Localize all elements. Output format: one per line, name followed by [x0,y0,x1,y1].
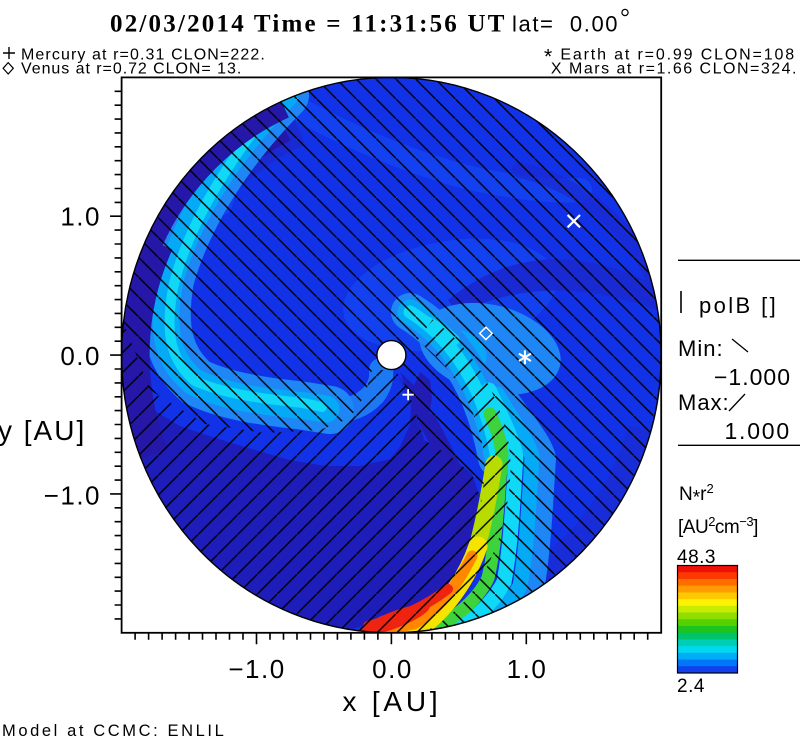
svg-text:Venus at r=0.72 CLON= 13.: Venus at r=0.72 CLON= 13. [21,61,242,78]
svg-text:X Mars at r=1.66 CLON=324.: X Mars at r=1.66 CLON=324. [551,61,798,78]
svg-text:x [AU]: x [AU] [342,686,441,717]
svg-text:−1.0: −1.0 [44,481,101,511]
svg-text:lat= 0.00: lat= 0.00 [512,12,619,37]
svg-text:0.0: 0.0 [372,654,413,684]
svg-text:Mercury at r=0.31 CLON=222.: Mercury at r=0.31 CLON=222. [21,47,266,64]
svg-text:02/03/2014 Time = 11:31:56 UT: 02/03/2014 Time = 11:31:56 UT [110,11,507,38]
svg-text:polB []: polB [] [699,293,778,318]
svg-text:−1.000: −1.000 [714,364,791,390]
svg-text:Min:: Min: [678,336,724,361]
svg-text:1.0: 1.0 [60,202,101,232]
svg-text:2.4: 2.4 [677,676,705,697]
svg-text:48.3: 48.3 [677,547,716,568]
svg-text:Model at CCMC: ENLIL: Model at CCMC: ENLIL [2,722,226,740]
svg-text:* Earth at r=0.99 CLON=108: * Earth at r=0.99 CLON=108 [544,46,796,69]
svg-text:0.0: 0.0 [60,341,101,371]
svg-text:1.0: 1.0 [507,654,548,684]
svg-text:1.000: 1.000 [724,418,791,444]
svg-text:−1.0: −1.0 [228,654,285,684]
svg-text:y [AU]: y [AU] [0,415,86,446]
svg-text:Max:: Max: [678,390,730,415]
